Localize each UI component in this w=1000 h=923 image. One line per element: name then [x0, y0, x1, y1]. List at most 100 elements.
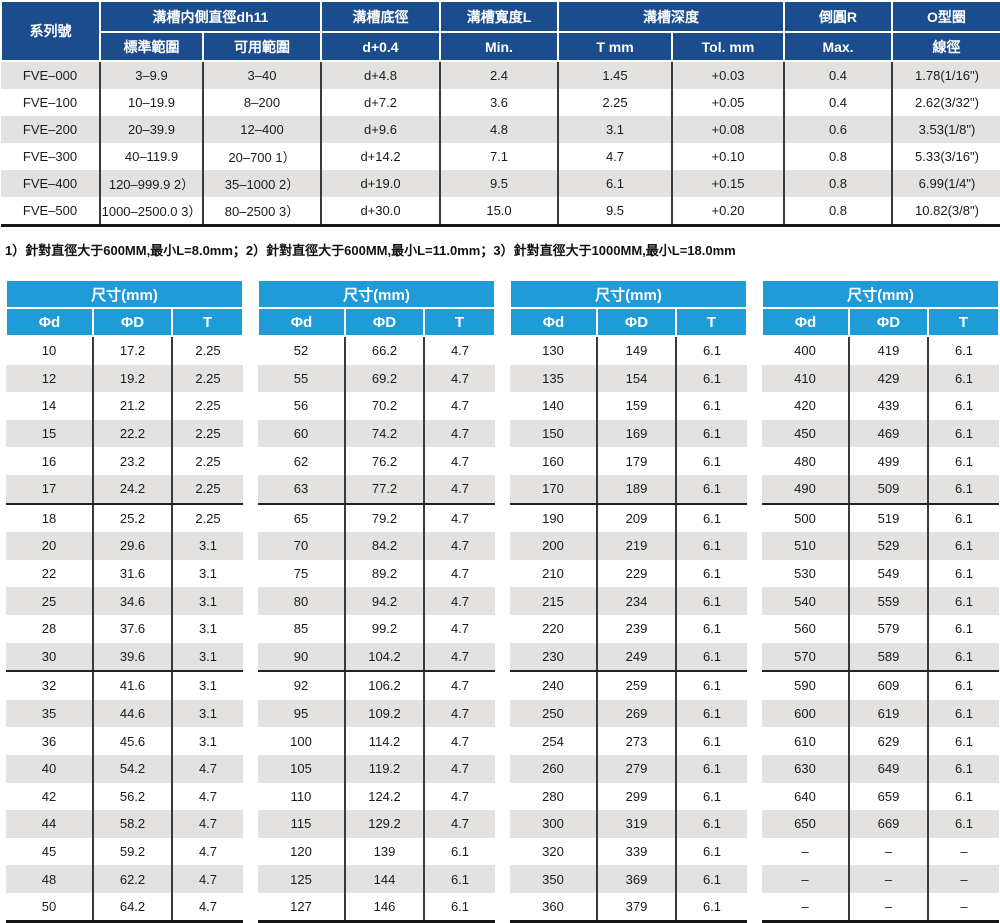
size-cell: 140 [510, 392, 598, 420]
size-cell: 4.7 [198, 761, 218, 777]
size-cell: 6.1 [954, 788, 974, 804]
size-row: 60 74.2 4.7 [258, 419, 495, 448]
size-cell: 56.2 [93, 782, 173, 811]
size-cell: 499 [849, 447, 929, 475]
spec-cell: 3–40 [203, 61, 322, 89]
spec-subheader: T mm [557, 31, 673, 62]
size-row: 590 609 6.1 [762, 671, 999, 700]
size-cell: – [849, 837, 929, 866]
size-column-header: T [927, 307, 1000, 337]
size-cell: 6.1 [702, 398, 722, 414]
size-cell: 37.6 [93, 614, 173, 643]
size-cell: 39.6 [93, 642, 173, 673]
size-cell: 219 [597, 532, 677, 560]
size-cell: 179 [597, 447, 677, 475]
spec-cell: 0.6 [784, 116, 893, 143]
size-cell: 24.2 [93, 474, 173, 505]
size-row: 16 23.2 2.25 [6, 447, 243, 475]
spec-cell: +0.08 [672, 116, 785, 143]
spec-cell: 0.8 [784, 170, 893, 197]
spec-cell: 3.1 [558, 116, 673, 143]
spec-subheader: Max. [783, 31, 893, 62]
size-cell: – [762, 837, 850, 866]
size-cell: 6.1 [702, 621, 722, 637]
spec-cell: 8–200 [203, 89, 322, 116]
size-cell: 29.6 [93, 532, 173, 560]
size-title-row: 尺寸(mm) [257, 279, 496, 309]
size-cell: 105 [258, 754, 346, 783]
size-cell: 127 [258, 892, 346, 923]
size-cell: 40 [6, 754, 94, 783]
size-table-body: 52 66.2 4.7 55 69.2 4.7 56 70.2 4.7 60 74.2 4.7 62 76… [258, 336, 495, 923]
size-cell: 590 [762, 671, 850, 700]
size-table-title: 尺寸(mm) [761, 279, 1000, 309]
size-cell: 22 [6, 559, 94, 588]
size-row: 127 146 6.1 [258, 892, 495, 923]
size-row: 130 149 6.1 [510, 336, 747, 365]
size-cell: 6.1 [676, 892, 747, 923]
size-cell: 65 [258, 503, 346, 533]
size-cell: 229 [597, 559, 677, 588]
spec-row: FVE–000 3–9.9 3–40 d+4.8 2.4 1.45 +0.03 0.4 1.78… [1, 61, 1000, 89]
spec-cell: 0.4 [784, 61, 893, 89]
size-cell: 124.2 [345, 782, 425, 811]
size-row: 320 339 6.1 [510, 837, 747, 866]
size-cell: 254 [510, 727, 598, 755]
series-cell: FVE–400 [1, 170, 101, 197]
size-row: 105 119.2 4.7 [258, 754, 495, 783]
size-cell: 19.2 [93, 364, 173, 393]
size-cell: 360 [510, 892, 598, 923]
size-cell: 6.1 [702, 816, 722, 832]
size-cell: 154 [597, 364, 677, 393]
spec-subheader: d+0.4 [320, 31, 441, 62]
size-cell: 41.6 [93, 671, 173, 700]
size-cell: 659 [849, 782, 929, 811]
size-cell: 74.2 [345, 419, 425, 448]
size-cell: 95 [258, 699, 346, 728]
size-row: 50 64.2 4.7 [6, 892, 243, 923]
spec-cell: 12–400 [203, 116, 322, 143]
size-row: 30 39.6 3.1 [6, 642, 243, 673]
spec-row: FVE–400 120–999.9 2） 35–1000 2） d+19.0 9.5 6.… [1, 170, 1000, 197]
size-cell: 10 [6, 336, 94, 365]
size-row: 215 234 6.1 [510, 587, 747, 615]
size-cell: 90 [258, 642, 346, 673]
spec-cell: 9.5 [558, 197, 673, 227]
size-cell: 6.1 [702, 426, 722, 442]
size-row: 280 299 6.1 [510, 782, 747, 811]
spec-cell: 1.45 [558, 61, 673, 89]
size-cell: 50 [6, 892, 94, 923]
size-table-1: 尺寸(mm) Φd ΦD T 10 17.2 2.25 12 19.2 2.25 14 21.2 2.2… [5, 279, 244, 923]
spec-row: FVE–200 20–39.9 12–400 d+9.6 4.8 3.1 +0.08 0.6 3… [1, 116, 1000, 143]
size-row: 220 239 6.1 [510, 614, 747, 643]
size-cell: 44.6 [93, 699, 173, 728]
size-cell: 120 [258, 837, 346, 866]
size-cell: – [762, 892, 850, 923]
size-row: 45 59.2 4.7 [6, 837, 243, 866]
size-cell: 109.2 [345, 699, 425, 728]
spec-cell: 0.8 [784, 197, 893, 227]
size-cell: 419 [849, 336, 929, 365]
size-cell: 6.1 [954, 538, 974, 554]
size-row: 52 66.2 4.7 [258, 336, 495, 365]
size-row: – – – [762, 837, 999, 866]
size-cell: 6.1 [954, 566, 974, 582]
size-row: 14 21.2 2.25 [6, 392, 243, 420]
size-cell: 369 [597, 865, 677, 893]
size-cell: 4.7 [424, 642, 495, 673]
size-row: 640 659 6.1 [762, 782, 999, 811]
size-cell: 4.7 [424, 474, 495, 505]
size-row: 115 129.2 4.7 [258, 810, 495, 838]
size-cell: 32 [6, 671, 94, 700]
size-cell: 209 [597, 503, 677, 533]
spec-cell: 6.99(1/4") [918, 176, 976, 191]
spec-cell: d+19.0 [321, 170, 441, 197]
size-cell: 4.7 [450, 426, 470, 442]
spec-cell: 15.0 [440, 197, 559, 227]
size-cell: 110 [258, 782, 346, 811]
size-table-body: 130 149 6.1 135 154 6.1 140 159 6.1 150 169 6.1 160 1… [510, 336, 747, 923]
size-row: 210 229 6.1 [510, 559, 747, 588]
footnote: 1）針對直徑大于600MM,最小L=8.0mm；2）針對直徑大于600MM,最小… [5, 243, 736, 258]
size-row: 560 579 6.1 [762, 614, 999, 643]
series-cell: FVE–200 [1, 116, 101, 143]
